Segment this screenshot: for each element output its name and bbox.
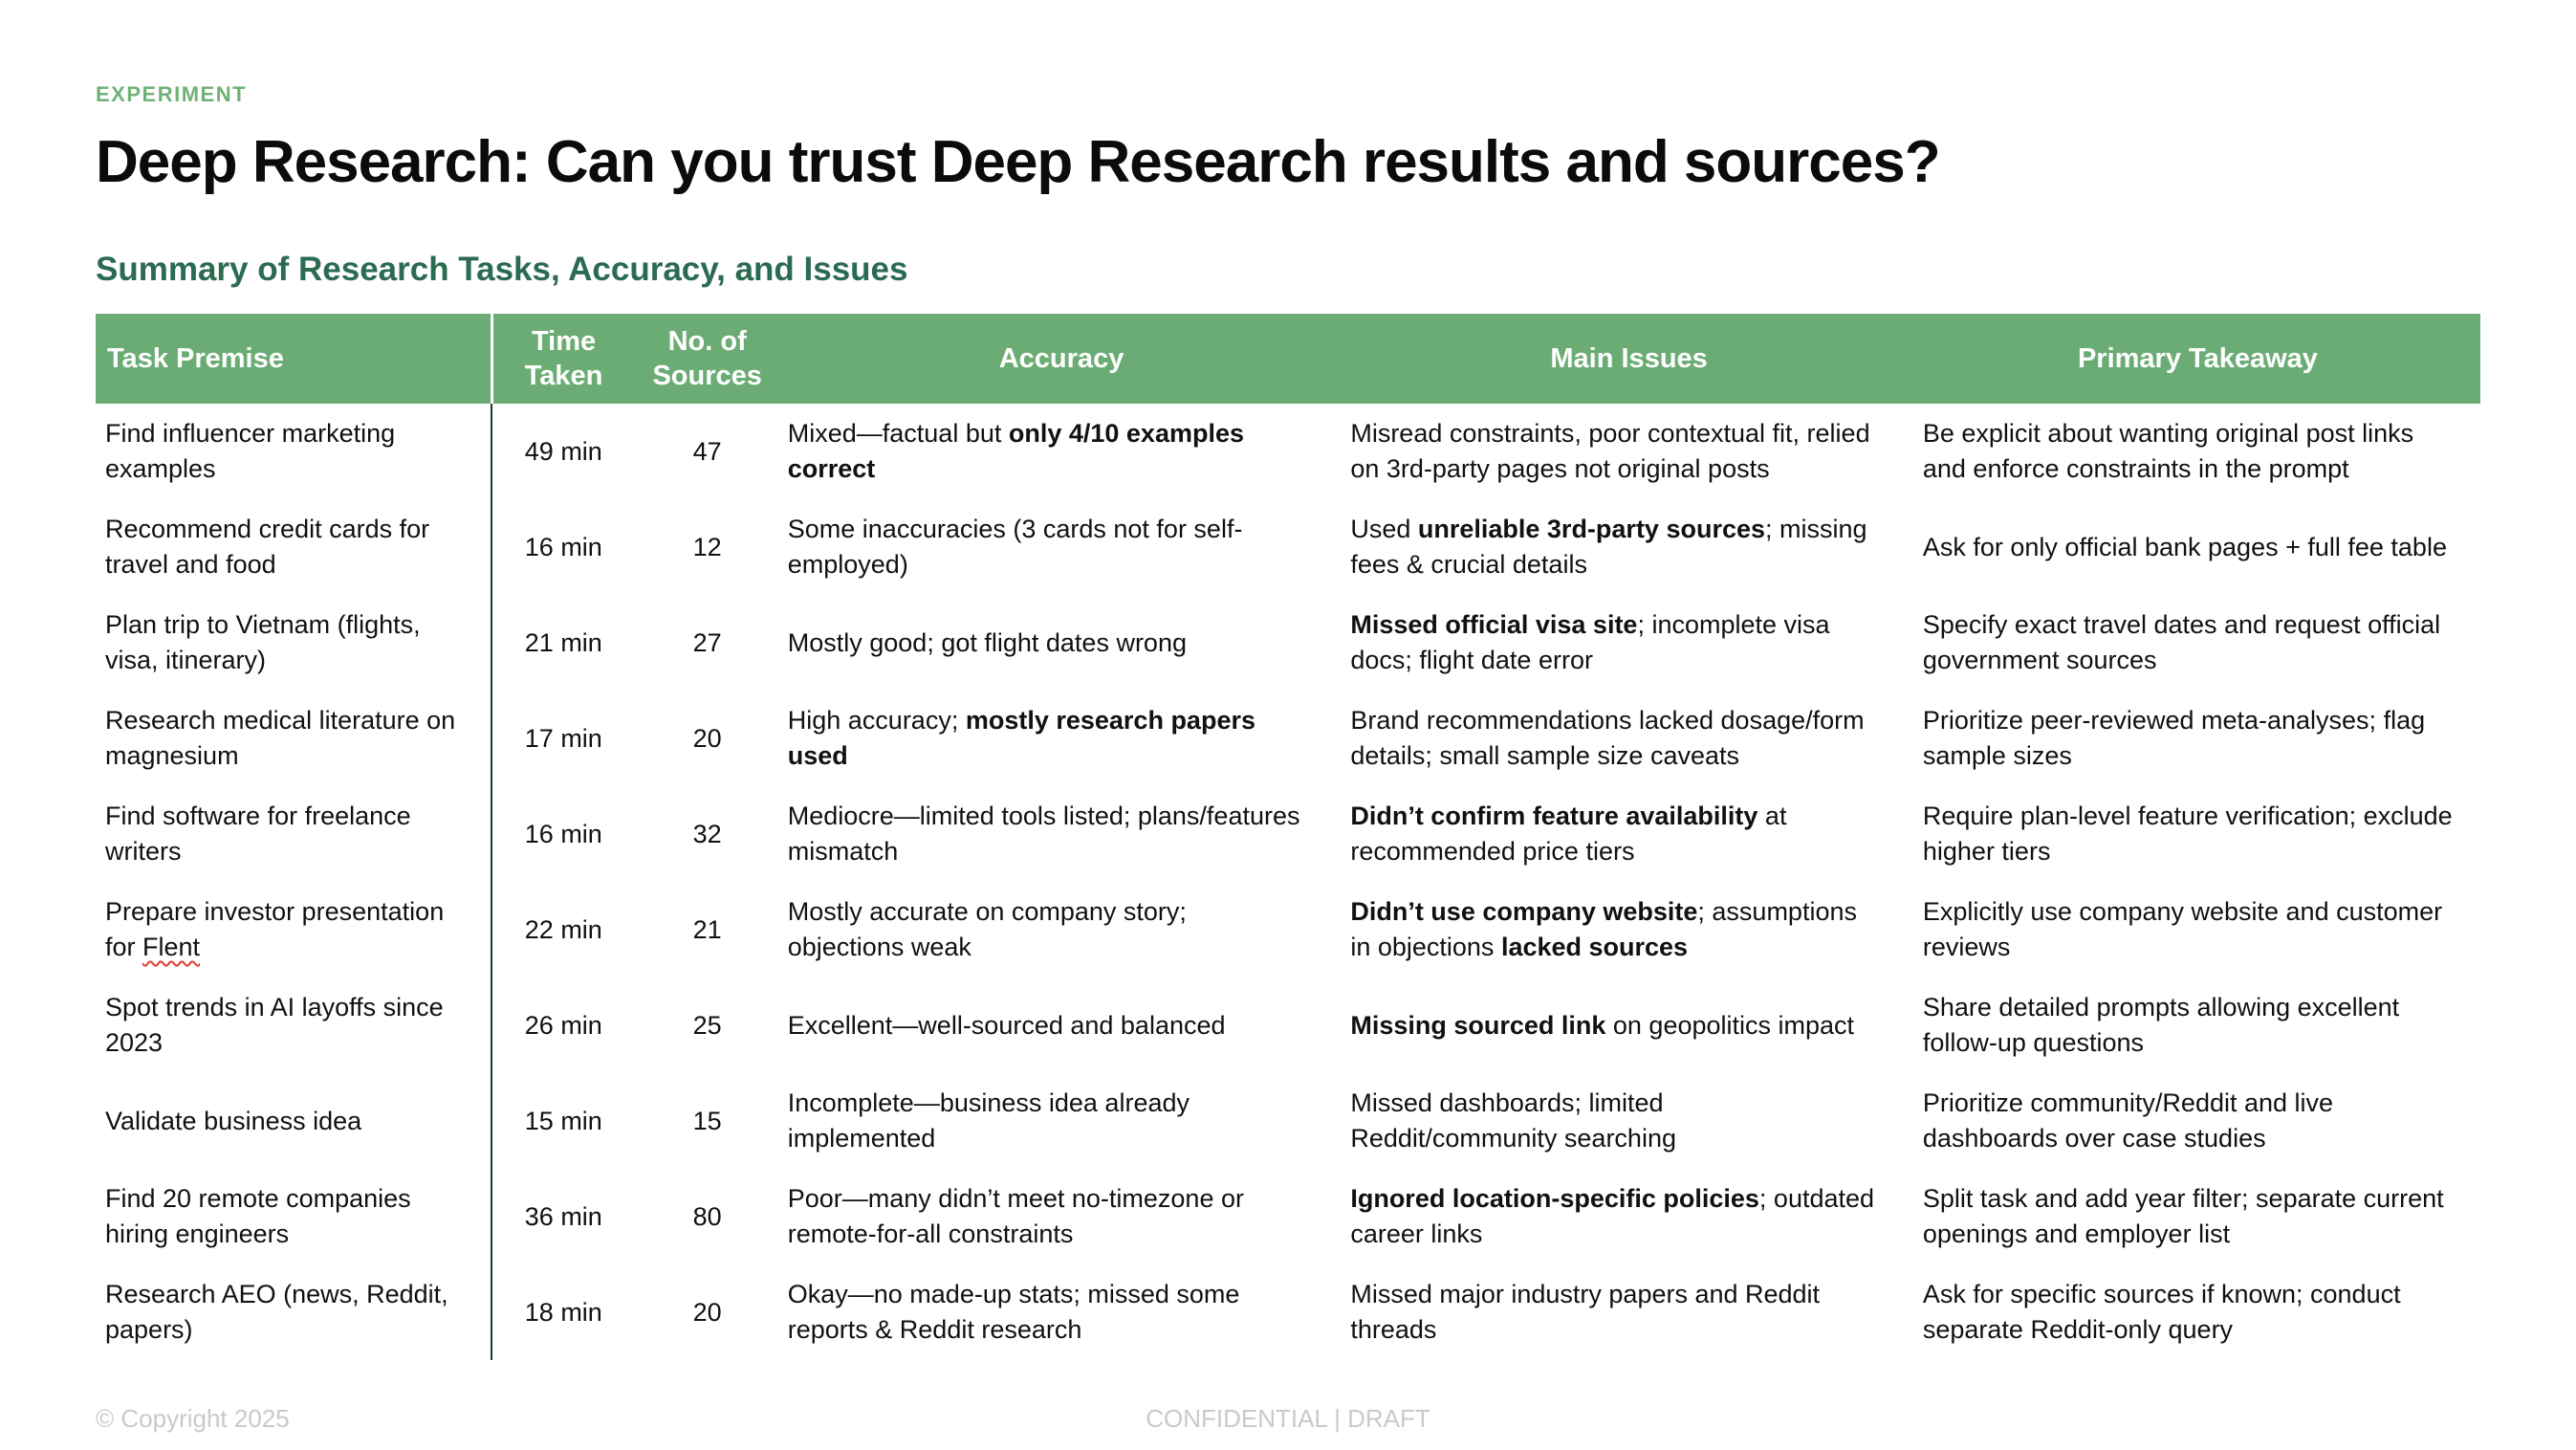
cell-accuracy: High accuracy; mostly research papers us…: [787, 706, 1255, 771]
table-body: Find influencer marketing examples 49 min…: [96, 404, 2480, 1361]
cell-main-issues: Missed dashboards; limited Reddit/commun…: [1350, 1088, 1676, 1153]
copyright-text: © Copyright 2025: [96, 1404, 290, 1433]
cell-no-of-sources: 12: [692, 532, 722, 561]
cell-accuracy: Incomplete—business idea already impleme…: [787, 1088, 1190, 1153]
page-title: Deep Research: Can you trust Deep Resear…: [96, 129, 1941, 195]
cell-task-premise: Prepare investor presentation for Flent: [105, 897, 445, 962]
cell-main-issues: Missed major industry papers and Reddit …: [1350, 1280, 1821, 1345]
column-header-accuracy: Accuracy: [779, 314, 1343, 405]
cell-task-premise: Find influencer marketing examples: [105, 419, 396, 484]
table-row: Plan trip to Vietnam (flights, visa, iti…: [96, 595, 2480, 692]
cell-main-issues: Misread constraints, poor contextual fit…: [1350, 419, 1870, 484]
cell-task-premise: Spot trends in AI layoffs since 2023: [105, 993, 444, 1058]
cell-time-taken: 16 min: [491, 786, 635, 883]
cell-primary-takeaway: Be explicit about wanting original post …: [1922, 419, 2414, 484]
cell-accuracy: Mostly accurate on company story; object…: [787, 897, 1187, 962]
cell-task-premise: Plan trip to Vietnam (flights, visa, iti…: [105, 610, 421, 675]
summary-table: Task Premise Time Taken No. of Sources A…: [96, 314, 2480, 1361]
cell-time-taken: 16 min: [491, 499, 635, 596]
cell-no-of-sources: 32: [692, 819, 722, 848]
table-row: Research AEO (news, Reddit, papers) 18 mi…: [96, 1264, 2480, 1361]
table-row: Validate business idea 15 min 15 Incomplete…: [96, 1073, 2480, 1170]
cell-primary-takeaway: Prioritize community/Reddit and live das…: [1922, 1088, 2334, 1153]
slide-footer: © Copyright 2025 CONFIDENTIAL | DRAFT: [0, 1404, 2576, 1437]
cell-primary-takeaway: Explicitly use company website and custo…: [1922, 897, 2443, 962]
cell-task-premise: Research medical literature on magnesium: [105, 706, 456, 771]
cell-time-taken: 17 min: [491, 691, 635, 787]
cell-task-premise: Find 20 remote companies hiring engineer…: [105, 1184, 411, 1249]
cell-time-taken: 49 min: [491, 404, 635, 500]
cell-task-premise: Research AEO (news, Reddit, papers): [105, 1280, 448, 1345]
cell-time-taken: 22 min: [491, 882, 635, 978]
cell-primary-takeaway: Ask for specific sources if known; condu…: [1922, 1280, 2401, 1345]
cell-main-issues: Brand recommendations lacked dosage/form…: [1350, 706, 1865, 771]
table-row: Research medical literature on magnesium…: [96, 691, 2480, 787]
cell-task-premise: Validate business idea: [105, 1106, 362, 1135]
cell-time-taken: 18 min: [491, 1264, 635, 1361]
cell-accuracy: Okay—no made-up stats; missed some repor…: [787, 1280, 1240, 1345]
cell-primary-takeaway: Require plan-level feature verification;…: [1922, 802, 2453, 867]
cell-time-taken: 21 min: [491, 595, 635, 692]
cell-no-of-sources: 15: [692, 1106, 722, 1135]
cell-main-issues: Didn’t confirm feature availability at r…: [1350, 802, 1787, 867]
cell-main-issues: Ignored location-specific policies; outd…: [1350, 1184, 1875, 1249]
cell-no-of-sources: 25: [692, 1010, 722, 1040]
cell-no-of-sources: 47: [692, 436, 722, 466]
cell-time-taken: 15 min: [491, 1073, 635, 1170]
column-header-no-of-sources: No. of Sources: [634, 314, 780, 405]
table-row: Spot trends in AI layoffs since 2023 26 m…: [96, 978, 2480, 1074]
cell-main-issues: Missing sourced link on geopolitics impa…: [1350, 1010, 1855, 1040]
table-row: Find software for freelance writers 16 mi…: [96, 786, 2480, 883]
cell-no-of-sources: 80: [692, 1201, 722, 1231]
cell-main-issues: Used unreliable 3rd-party sources; missi…: [1350, 515, 1867, 580]
table-row: Prepare investor presentation for Flent 2…: [96, 882, 2480, 978]
table-header-row: Task Premise Time Taken No. of Sources A…: [96, 314, 2480, 405]
cell-main-issues: Missed official visa site; incomplete vi…: [1350, 610, 1830, 675]
cell-time-taken: 36 min: [491, 1169, 635, 1265]
column-header-task-premise: Task Premise: [96, 314, 491, 405]
cell-task-premise: Recommend credit cards for travel and fo…: [105, 515, 430, 580]
cell-task-premise: Find software for freelance writers: [105, 802, 411, 867]
eyebrow-label: EXPERIMENT: [96, 82, 248, 106]
cell-accuracy: Excellent—well-sourced and balanced: [787, 1010, 1226, 1040]
table-row: Find influencer marketing examples 49 min…: [96, 404, 2480, 500]
cell-primary-takeaway: Split task and add year filter; separate…: [1922, 1184, 2444, 1249]
table-row: Recommend credit cards for travel and fo…: [96, 499, 2480, 596]
cell-primary-takeaway: Prioritize peer-reviewed meta-analyses; …: [1922, 706, 2426, 771]
cell-no-of-sources: 20: [692, 723, 722, 753]
column-header-primary-takeaway: Primary Takeaway: [1914, 314, 2480, 405]
cell-main-issues: Didn’t use company website; assumptions …: [1350, 897, 1857, 962]
confidential-draft-label: CONFIDENTIAL | DRAFT: [1146, 1404, 1430, 1433]
cell-primary-takeaway: Specify exact travel dates and request o…: [1922, 610, 2441, 675]
cell-primary-takeaway: Ask for only official bank pages + full …: [1922, 532, 2447, 561]
cell-no-of-sources: 21: [692, 914, 722, 944]
cell-accuracy: Mediocre—limited tools listed; plans/fea…: [787, 802, 1300, 867]
table-row: Find 20 remote companies hiring engineer…: [96, 1169, 2480, 1265]
cell-no-of-sources: 27: [692, 627, 722, 657]
column-header-time-taken: Time Taken: [490, 314, 635, 405]
cell-accuracy: Some inaccuracies (3 cards not for self-…: [787, 515, 1243, 580]
table-heading: Summary of Research Tasks, Accuracy, and…: [96, 251, 908, 289]
table-header: Task Premise Time Taken No. of Sources A…: [96, 314, 2480, 405]
cell-accuracy: Poor—many didn’t meet no-timezone or rem…: [787, 1184, 1244, 1249]
column-header-main-issues: Main Issues: [1343, 314, 1915, 405]
cell-time-taken: 26 min: [491, 978, 635, 1074]
cell-primary-takeaway: Share detailed prompts allowing excellen…: [1922, 993, 2400, 1058]
cell-accuracy: Mostly good; got flight dates wrong: [787, 627, 1187, 657]
cell-accuracy: Mixed—factual but only 4/10 examples cor…: [787, 419, 1244, 484]
cell-no-of-sources: 20: [692, 1297, 722, 1327]
